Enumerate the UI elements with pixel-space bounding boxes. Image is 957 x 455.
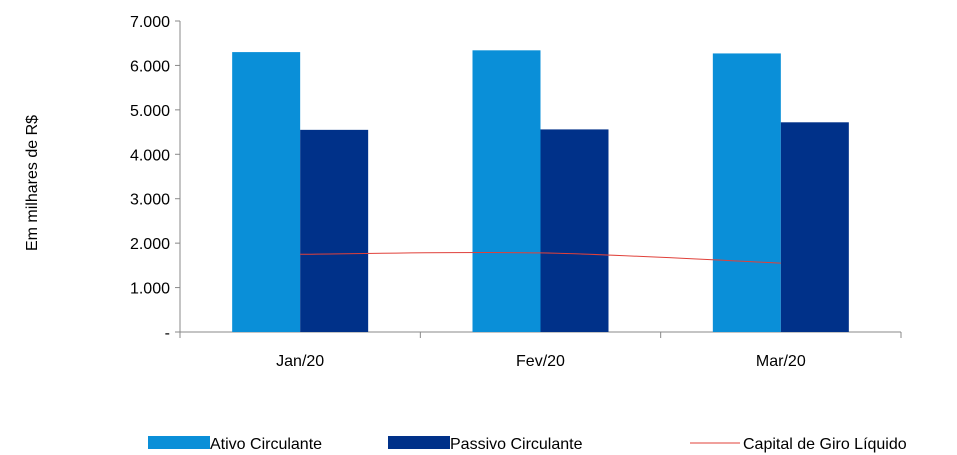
bar <box>712 53 781 332</box>
legend: Ativo Circulante Passivo Circulante Capita… <box>148 436 907 453</box>
bar <box>300 129 369 332</box>
lines <box>300 251 781 264</box>
legend-swatch <box>388 436 450 449</box>
x-tick-label: Jan/20 <box>276 353 324 370</box>
legend-label: Passivo Circulante <box>450 436 583 453</box>
y-axis: - 1.000 2.000 3.000 4.000 5.000 6.000 7.000 <box>130 14 181 342</box>
legend-label: Ativo Circulante <box>210 436 322 453</box>
x-tick-label: Fev/20 <box>516 353 565 370</box>
x-tick-label: Mar/20 <box>756 353 806 370</box>
bars <box>232 50 849 333</box>
y-tick-label: 4.000 <box>130 147 170 164</box>
y-axis-label: Em milhares de R$ <box>24 115 41 251</box>
y-tick-label: 6.000 <box>130 58 170 75</box>
legend-swatch <box>148 436 210 449</box>
y-tick-label: 2.000 <box>130 236 170 253</box>
bar <box>780 122 849 332</box>
x-axis: Jan/20 Fev/20 Mar/20 <box>179 331 902 370</box>
y-tick-label: - <box>165 325 170 342</box>
bar <box>540 129 609 332</box>
bar <box>232 52 301 332</box>
y-tick-label: 1.000 <box>130 281 170 298</box>
y-tick-label: 5.000 <box>130 103 170 120</box>
y-tick-label: 7.000 <box>130 14 170 31</box>
legend-label: Capital de Giro Líquido <box>743 436 907 453</box>
series-line <box>300 251 781 264</box>
bar <box>472 50 541 333</box>
y-tick-label: 3.000 <box>130 192 170 209</box>
